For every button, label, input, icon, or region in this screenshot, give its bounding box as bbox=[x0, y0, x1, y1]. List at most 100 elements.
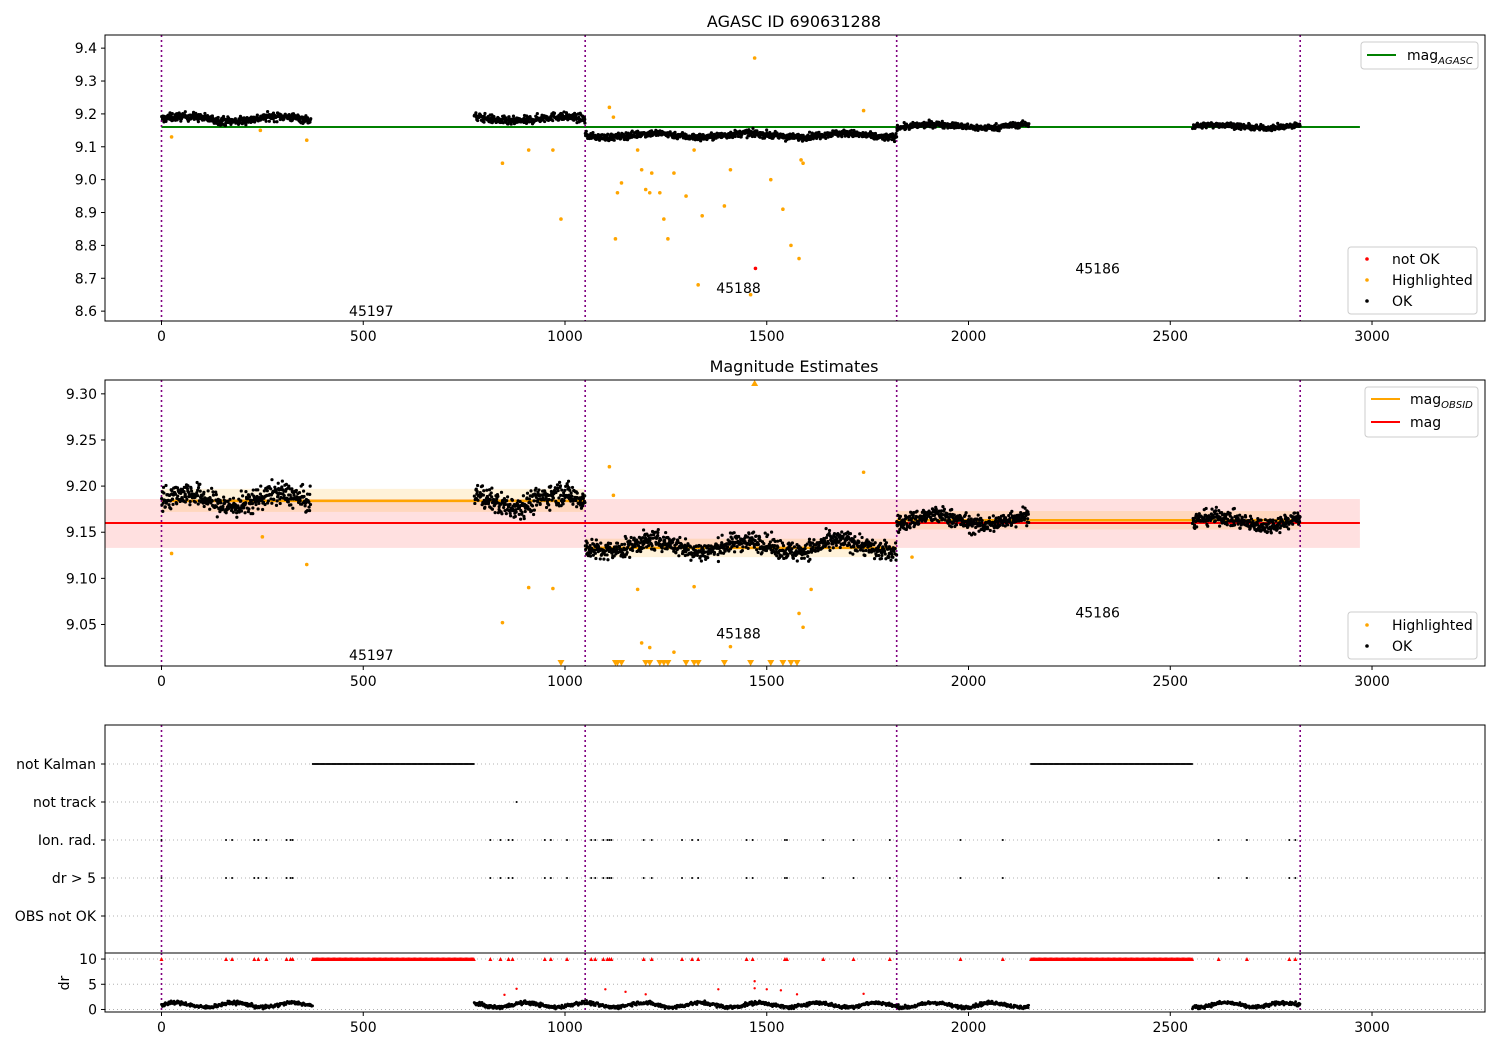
p1-highlighted-point bbox=[658, 190, 662, 195]
p2-ok-point bbox=[241, 494, 245, 498]
p2-ok-point bbox=[538, 502, 542, 506]
p1-highlighted-point bbox=[613, 237, 618, 241]
p2-ok-point bbox=[766, 533, 770, 537]
p2-ok-point bbox=[732, 550, 737, 554]
p2-ok-point bbox=[660, 546, 664, 550]
p1-ok-point bbox=[755, 129, 759, 133]
p2-ok-point bbox=[202, 504, 206, 509]
p2-ok-point bbox=[992, 529, 996, 533]
p2-ok-point bbox=[740, 548, 744, 553]
p2-ok-point bbox=[298, 499, 302, 503]
p2-ok-point bbox=[239, 489, 243, 493]
p2-ok-point bbox=[224, 511, 228, 515]
p2-ok-point bbox=[976, 513, 980, 517]
p2-ok-point bbox=[504, 512, 508, 516]
p2-ok-point bbox=[551, 496, 555, 500]
p2-ok-point bbox=[838, 545, 842, 550]
p2-ok-point bbox=[1238, 513, 1242, 517]
p2-ok-point bbox=[530, 504, 535, 508]
p1-ok-point bbox=[830, 134, 834, 138]
p2-ok-point bbox=[243, 511, 247, 515]
p2-ok-point bbox=[256, 507, 260, 511]
p1-highlighted-point bbox=[666, 237, 670, 241]
p2-highlighted-point bbox=[304, 562, 309, 567]
p1-ok-point bbox=[873, 131, 878, 136]
p2-ok-point bbox=[650, 544, 654, 548]
p2-ok-point bbox=[294, 488, 298, 493]
ion-rad-point bbox=[594, 839, 597, 841]
dr-gt5-point bbox=[650, 877, 653, 879]
p2-ok-point bbox=[689, 558, 693, 562]
p2-ok-point bbox=[730, 537, 734, 541]
p2-ok-point bbox=[665, 547, 669, 551]
p2-ok-point bbox=[185, 497, 189, 501]
p2-ok-point bbox=[509, 514, 513, 518]
p2-ok-point bbox=[257, 501, 261, 505]
p2-ok-point bbox=[699, 559, 703, 563]
mag-agasc-legend-sub: AGASC bbox=[1437, 56, 1473, 67]
p2-ok-point bbox=[215, 515, 219, 519]
p1-ok-point bbox=[942, 126, 946, 130]
p1-xtick-label: 1000 bbox=[547, 329, 583, 345]
p2-ok-point bbox=[791, 556, 796, 560]
ion-rad-point bbox=[691, 839, 694, 841]
p2-ok-point bbox=[472, 494, 476, 498]
p2-ok-point bbox=[1014, 525, 1018, 529]
p2-ok-point bbox=[895, 524, 900, 528]
p2-ok-point bbox=[598, 557, 602, 561]
p2-ok-point bbox=[605, 553, 609, 557]
p1-ok-point bbox=[778, 132, 783, 136]
p2-ok-point bbox=[890, 552, 894, 556]
p2-ok-point bbox=[303, 504, 307, 508]
p2-ok-point bbox=[532, 499, 536, 503]
p2-ok-point bbox=[878, 541, 883, 545]
p2-ok-point bbox=[615, 541, 620, 545]
p2-ok-point bbox=[754, 534, 758, 538]
p2-highlighted-point bbox=[728, 644, 733, 649]
p2-ok-point bbox=[991, 514, 995, 518]
p1-ok-point bbox=[1027, 122, 1031, 126]
p1-highlighted-point bbox=[643, 187, 648, 192]
p2-ok-point bbox=[720, 533, 724, 537]
p2-ok-point bbox=[548, 508, 552, 512]
ion-rad-point bbox=[225, 839, 228, 841]
p1-ok-point bbox=[1298, 124, 1302, 128]
dr-gt5-point bbox=[549, 877, 552, 879]
legend-ok-label: OK bbox=[1392, 294, 1413, 310]
p2-ok-point bbox=[211, 490, 215, 494]
p1-ok-point bbox=[673, 130, 677, 134]
p2-ok-point bbox=[661, 535, 666, 539]
p1-ok-point bbox=[305, 116, 310, 120]
p2-ok-point bbox=[882, 549, 887, 553]
p1-ok-point bbox=[275, 120, 279, 124]
p1-obsid-label: 45197 bbox=[349, 304, 394, 320]
p2-ok-point bbox=[683, 537, 688, 541]
p2-ok-point bbox=[555, 483, 560, 487]
p1-ok-point bbox=[507, 115, 511, 119]
not-kalman-point bbox=[1191, 763, 1194, 765]
ion-rad-point bbox=[1245, 839, 1248, 841]
p2-ok-point bbox=[716, 559, 721, 564]
p2-ok-point bbox=[840, 530, 844, 534]
p2-ok-point bbox=[894, 558, 898, 562]
p2-ok-point bbox=[527, 497, 532, 501]
p2-ok-point bbox=[482, 489, 486, 493]
p2-ok-point bbox=[625, 550, 629, 555]
p2-ok-point bbox=[521, 494, 526, 498]
ion-rad-point bbox=[751, 839, 754, 841]
p2-ok-point bbox=[208, 507, 212, 511]
p2-ok-point bbox=[480, 484, 485, 488]
p2-ok-point bbox=[308, 484, 312, 488]
p2-ok-point bbox=[301, 482, 305, 487]
p1-highlighted-point bbox=[611, 115, 616, 119]
legend-highlighted-marker-2 bbox=[1365, 623, 1369, 627]
p2-ok-point bbox=[602, 557, 606, 561]
p1-ok-point bbox=[733, 134, 737, 139]
p2-ok-point bbox=[873, 541, 877, 545]
p2-ok-point bbox=[768, 540, 772, 544]
legend-highlighted-label: Highlighted bbox=[1392, 273, 1473, 289]
p2-ok-point bbox=[514, 510, 518, 514]
p2-ok-point bbox=[557, 496, 561, 500]
dr-gt5-point bbox=[566, 877, 569, 879]
p1-highlighted-point bbox=[619, 181, 624, 185]
